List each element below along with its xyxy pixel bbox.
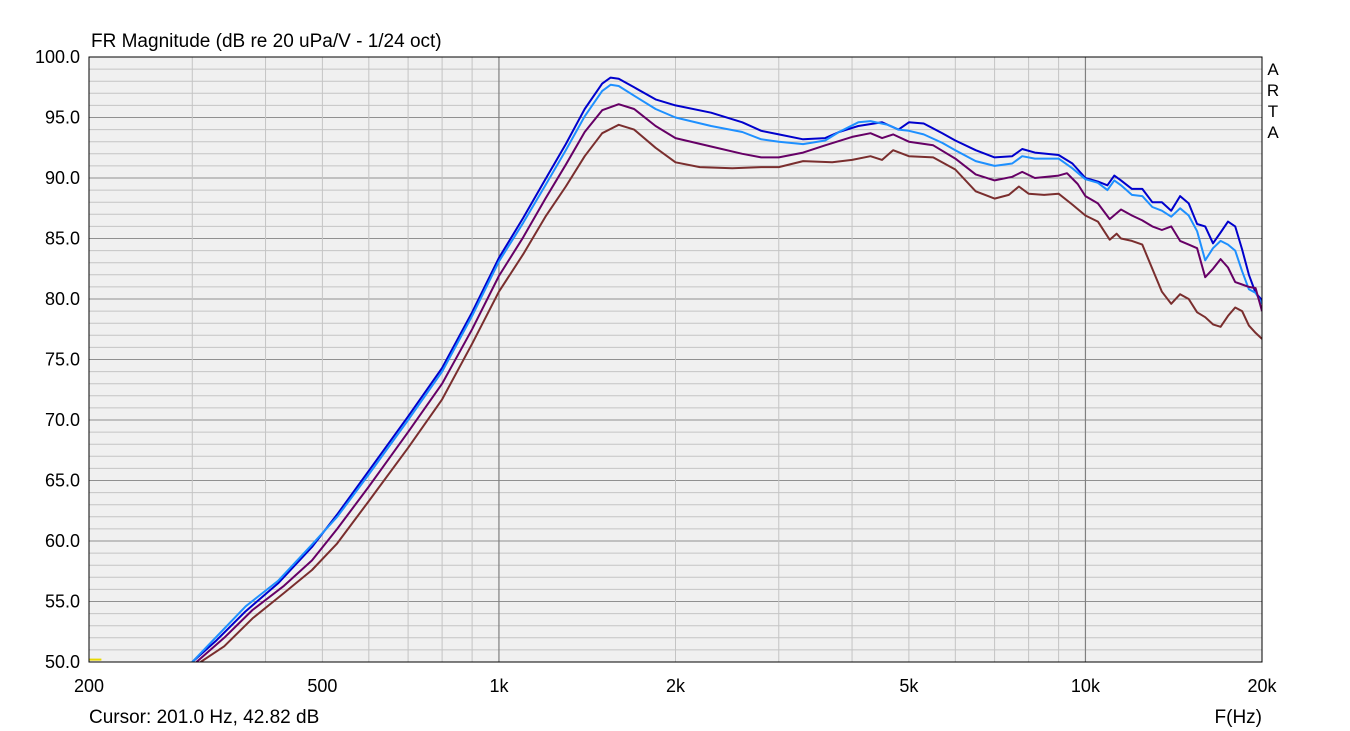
y-tick-label: 60.0: [45, 531, 80, 551]
y-tick-label: 65.0: [45, 471, 80, 491]
x-tick-label: 200: [74, 676, 104, 696]
y-tick-label: 50.0: [45, 652, 80, 672]
brand-letter: A: [1267, 123, 1279, 142]
response-curves: [89, 76, 1262, 662]
brand-letter: A: [1267, 60, 1279, 79]
series-line-3: [195, 103, 1262, 662]
grid-lines: [89, 57, 1262, 662]
x-tick-label: 500: [307, 676, 337, 696]
x-axis-ticks: 200 500 1k 2k 5k 10k 20k: [74, 676, 1278, 696]
y-tick-label: 75.0: [45, 350, 80, 370]
y-tick-label: 70.0: [45, 410, 80, 430]
x-tick-label: 5k: [899, 676, 919, 696]
brand-letter: T: [1268, 102, 1278, 121]
y-tick-label: 55.0: [45, 592, 80, 612]
y-tick-label: 100.0: [35, 47, 80, 67]
cursor-readout: Cursor: 201.0 Hz, 42.82 dB: [89, 707, 319, 728]
y-tick-label: 90.0: [45, 168, 80, 188]
series-line-4: [200, 123, 1262, 662]
x-tick-label: 10k: [1071, 676, 1101, 696]
y-tick-label: 85.0: [45, 229, 80, 249]
series-line-2: [191, 83, 1262, 662]
brand-letter: R: [1267, 81, 1279, 100]
x-tick-label: 20k: [1247, 676, 1277, 696]
x-axis-label: F(Hz): [1215, 707, 1262, 728]
plot-frame: [88, 56, 1263, 663]
y-tick-label: 95.0: [45, 108, 80, 128]
y-axis-ticks: 100.0 95.0 90.0 85.0 80.0 75.0 70.0 65.0 60.0 55.…: [35, 47, 80, 672]
chart-title: FR Magnitude (dB re 20 uPa/V - 1/24 oct): [91, 31, 442, 52]
x-tick-label: 2k: [666, 676, 686, 696]
y-tick-label: 80.0: [45, 289, 80, 309]
series-line-1: [191, 76, 1262, 662]
x-tick-label: 1k: [489, 676, 509, 696]
